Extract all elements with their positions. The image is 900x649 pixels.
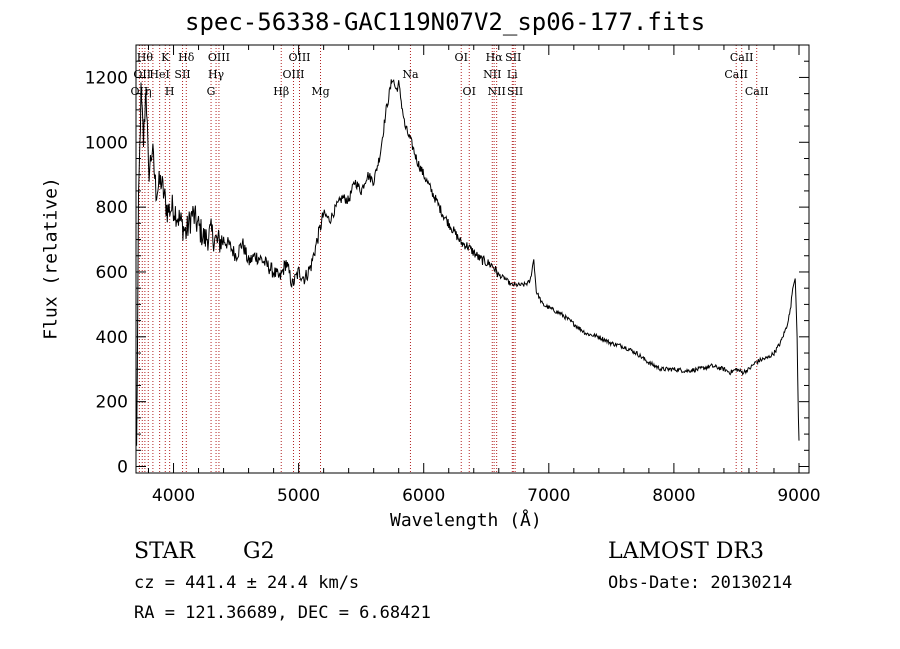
x-tick-label: 7000 bbox=[527, 486, 570, 506]
line-label-5: HeI bbox=[149, 68, 169, 81]
line-label-3: η bbox=[145, 85, 152, 98]
line-label-18: OI bbox=[455, 51, 468, 64]
line-label-7: H bbox=[165, 85, 175, 98]
line-label-28: CaII bbox=[745, 85, 769, 98]
redshift-text: cz = 441.4 ± 24.4 km/s bbox=[134, 573, 360, 593]
y-tick-label: 0 bbox=[117, 458, 128, 478]
line-label-8: SII bbox=[174, 68, 190, 81]
chart-title: spec-56338-GAC119N07V2_sp06-177.fits bbox=[185, 8, 706, 36]
y-tick-label: 1200 bbox=[85, 68, 128, 88]
y-tick-label: 400 bbox=[96, 328, 128, 348]
y-tick-label: 1000 bbox=[85, 133, 128, 153]
line-label-17: Na bbox=[402, 68, 419, 81]
line-label-0: OII bbox=[131, 85, 149, 98]
tick-marks bbox=[136, 44, 809, 473]
x-axis-label: Wavelength (Å) bbox=[390, 510, 542, 531]
y-tick-label: 200 bbox=[96, 393, 128, 413]
line-label-12: OIII bbox=[208, 51, 230, 64]
spectral-line-markers bbox=[138, 45, 758, 473]
line-label-21: Hα bbox=[486, 51, 504, 64]
line-label-10: G bbox=[207, 85, 216, 98]
obs-date: Obs-Date: 20130214 bbox=[608, 573, 793, 593]
line-label-24: SII bbox=[505, 51, 521, 64]
x-tick-label: 8000 bbox=[652, 486, 695, 506]
y-axis-label: Flux (relative) bbox=[40, 177, 62, 340]
y-tick-label: 800 bbox=[96, 198, 128, 218]
flux-series bbox=[136, 79, 800, 446]
line-label-11: Hγ bbox=[208, 68, 225, 81]
line-label-9: Hδ bbox=[178, 51, 195, 64]
x-tick-label: 9000 bbox=[777, 486, 820, 506]
line-label-25: SII bbox=[507, 85, 523, 98]
line-label-23: Li bbox=[507, 68, 518, 81]
tick-labels: 4000 5000 6000 7000 8000 9000 0 200 400 600 800 100… bbox=[85, 68, 821, 506]
x-tick-label: 6000 bbox=[402, 486, 445, 506]
object-subclass: G2 bbox=[243, 539, 275, 564]
line-label-26: CaII bbox=[724, 68, 748, 81]
line-label-22: NII bbox=[487, 85, 505, 98]
x-tick-label: 5000 bbox=[277, 486, 320, 506]
line-label-14: OIII bbox=[282, 68, 304, 81]
x-tick-label: 4000 bbox=[152, 486, 195, 506]
plot-frame bbox=[135, 44, 810, 474]
line-label-27: CaII bbox=[730, 51, 754, 64]
line-label-15: OIII bbox=[288, 51, 310, 64]
object-class: STAR bbox=[134, 539, 195, 564]
plot-axes bbox=[135, 44, 810, 474]
survey-name: LAMOST DR3 bbox=[608, 539, 764, 564]
y-tick-label: 600 bbox=[96, 263, 128, 283]
line-label-20: NII bbox=[483, 68, 501, 81]
line-label-2: Hθ bbox=[137, 51, 154, 64]
line-label-13: Hβ bbox=[273, 85, 289, 98]
line-label-6: K bbox=[161, 51, 170, 64]
spectral-line-labels: OIIOIIHθηHeIKHSIIHδGHγOIIIHβOIIIOIIIMgNa… bbox=[131, 51, 769, 98]
line-label-19: OI bbox=[463, 85, 476, 98]
flux-line bbox=[136, 79, 800, 446]
line-label-16: Mg bbox=[311, 85, 329, 98]
ra-dec: RA = 121.36689, DEC = 6.68421 bbox=[134, 603, 431, 623]
